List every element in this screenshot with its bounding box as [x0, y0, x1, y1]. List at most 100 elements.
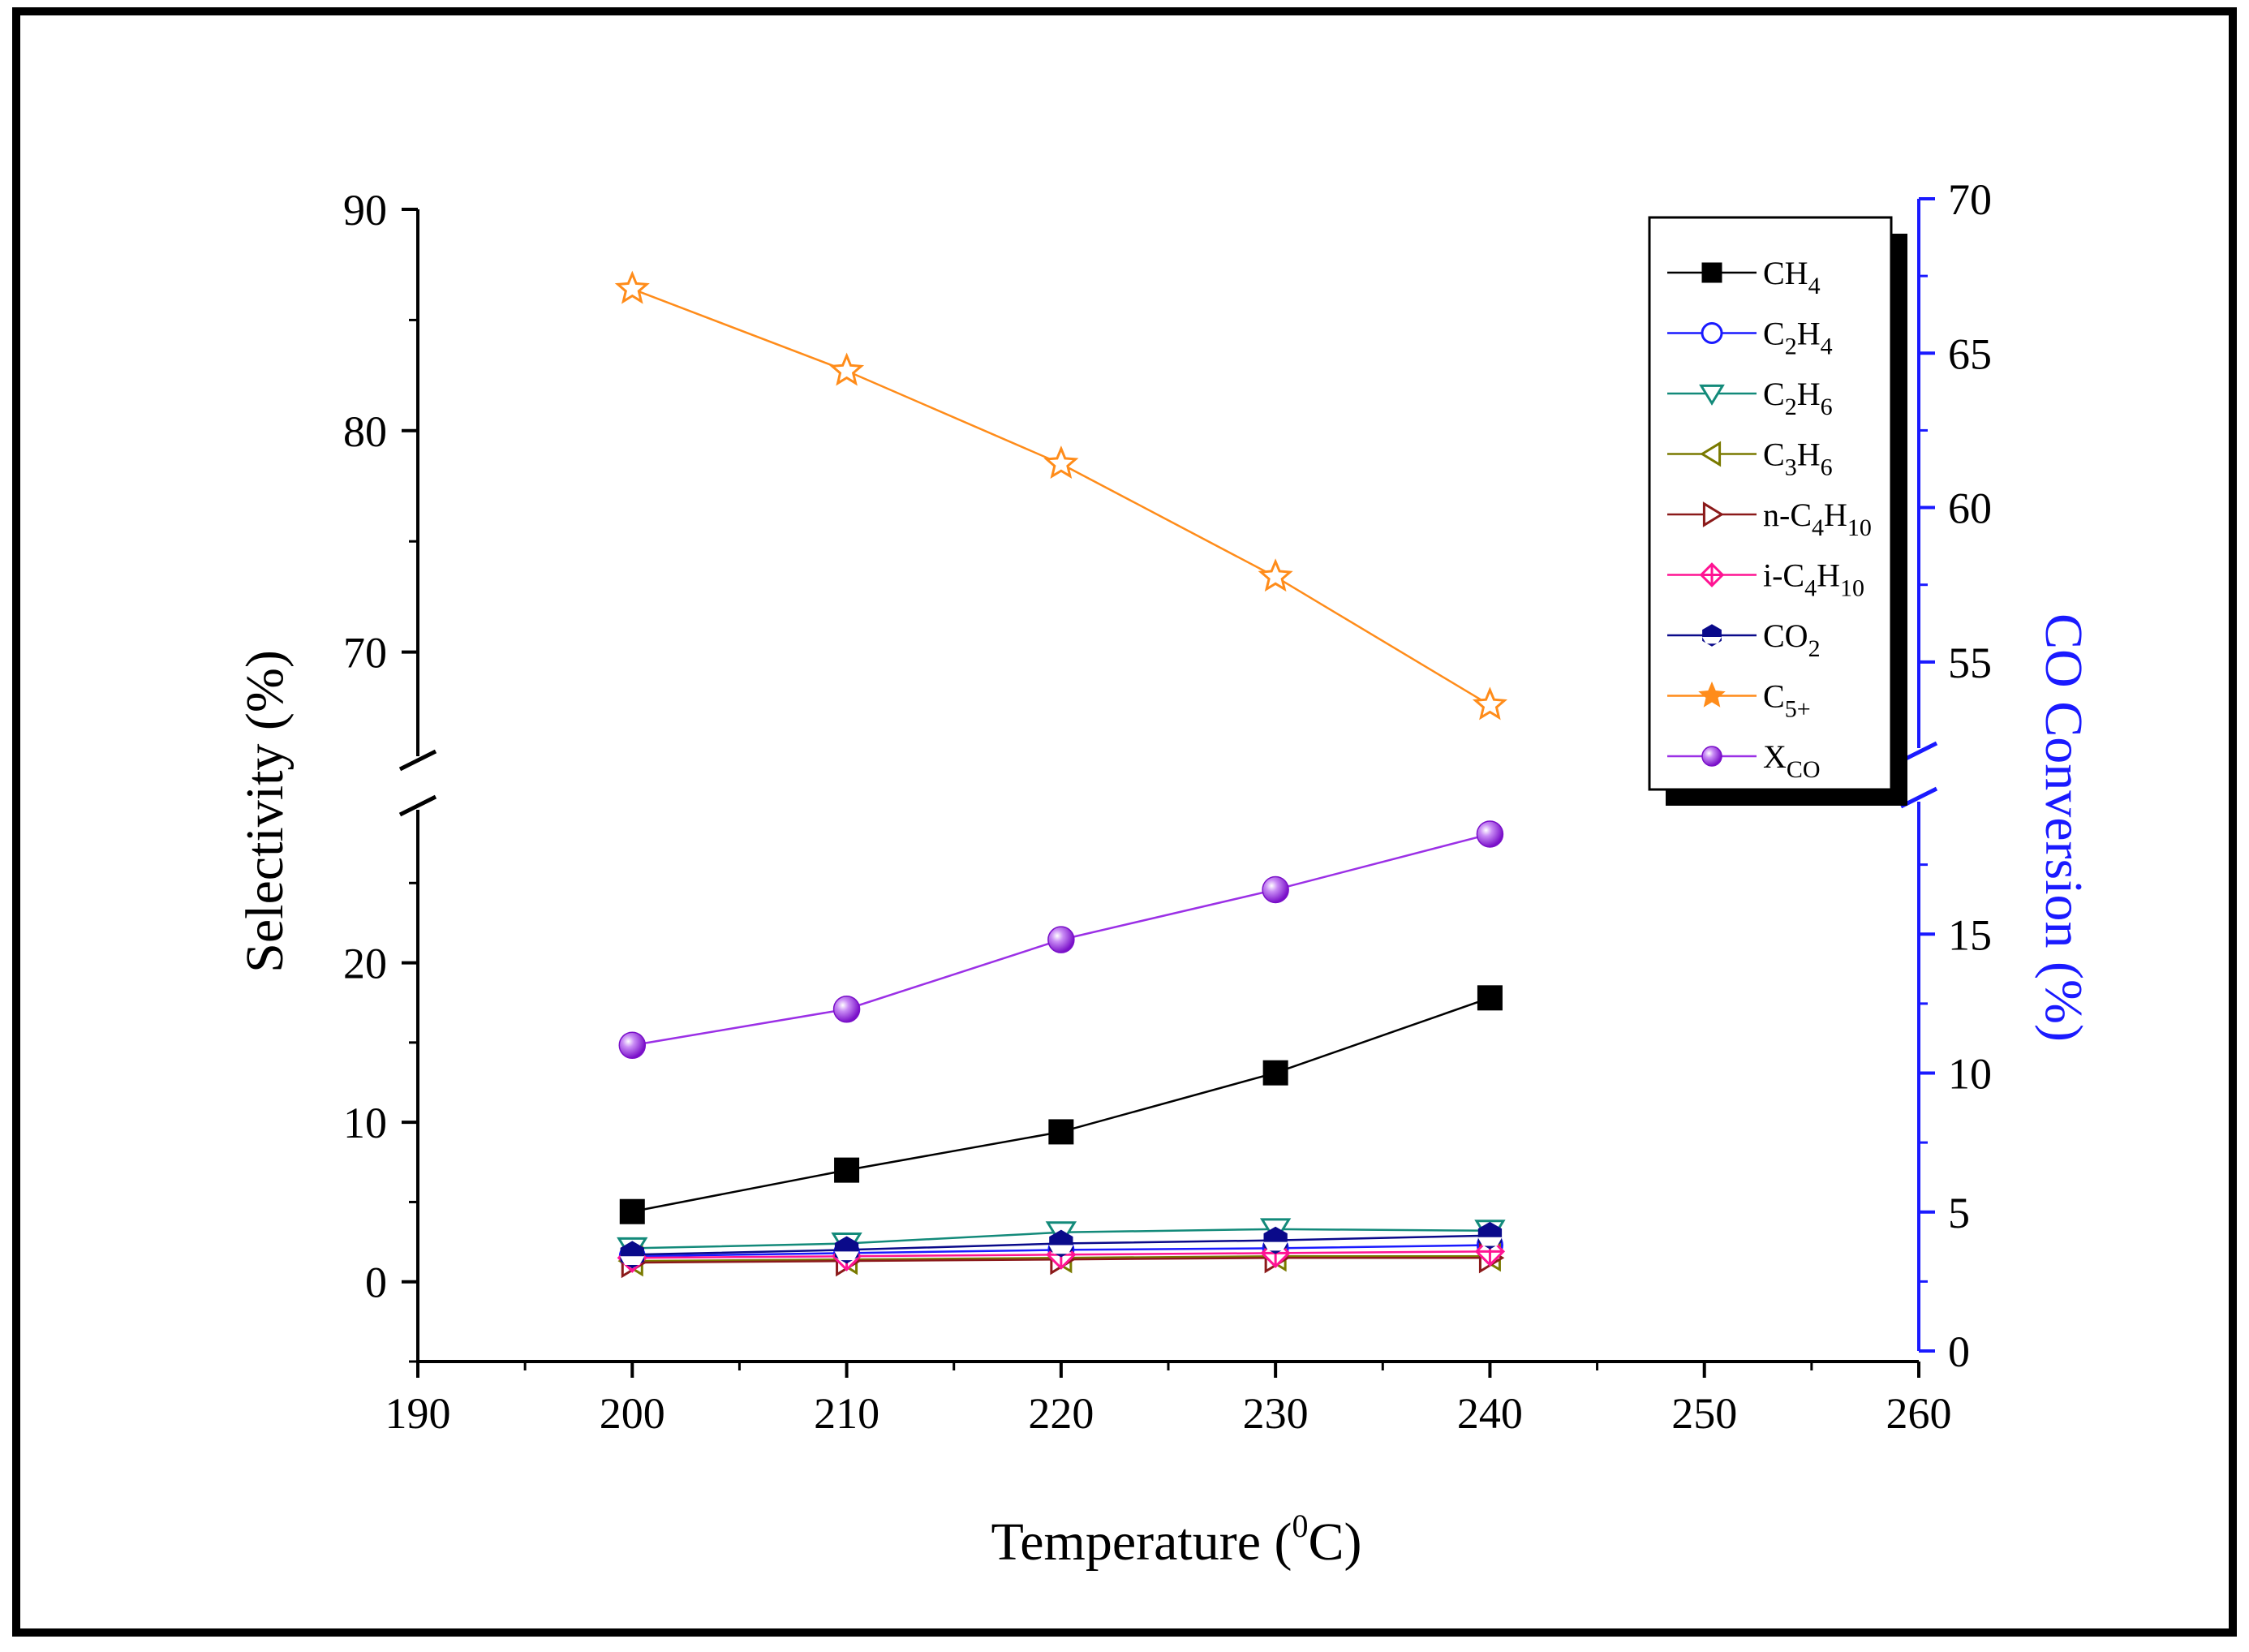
point-CO2-200-shape-hi [620, 1256, 645, 1266]
y2-tick-label-60: 60 [1948, 484, 1992, 533]
legend-box [1648, 216, 1893, 791]
legend-label-C5+: C5+ [1763, 678, 1811, 723]
y-tick-label-10: 10 [343, 1099, 387, 1147]
point-C5+-240-shape [1472, 686, 1507, 721]
legend-label-XCO: XCO [1763, 738, 1821, 783]
y2-tick-label-15: 15 [1948, 910, 1992, 959]
point-CH4-230 [1262, 1060, 1288, 1086]
y-axis-title: Selectivity (%) [235, 650, 295, 973]
legend-item-C5+: C5+ [1667, 678, 1811, 723]
legend: CH4 C2H4 C2H6 C3H6 n-C4H10 i-C4H10 CO2 C5+ XCO [1648, 216, 1907, 806]
y2-tick-label-65: 65 [1948, 329, 1992, 378]
legend-item-C2H4: C2H4 [1667, 316, 1833, 360]
legend-marker-i-C4H10 [1699, 562, 1725, 587]
y2-tick-label-0: 0 [1948, 1327, 1970, 1376]
legend-marker-CH4 [1701, 262, 1722, 283]
legend-label-CO2: CO2 [1763, 617, 1821, 662]
point-XCO-240-shape [1476, 820, 1504, 848]
legend-marker-C3H6-shape [1700, 441, 1722, 467]
y2-axis-title: CO Conversion (%) [2034, 613, 2093, 1042]
point-CH4-220 [1048, 1119, 1074, 1145]
legend-marker-XCO-shape [1701, 746, 1722, 767]
point-C5+-220-shape [1043, 445, 1079, 480]
legend-label-C2H4: C2H4 [1763, 316, 1833, 360]
series-line-CH4 [632, 996, 1490, 1213]
point-C5+-210 [829, 352, 865, 386]
point-XCO-240 [1476, 820, 1504, 848]
series-C5+ [614, 270, 1507, 721]
point-CH4-200-shape [619, 1198, 645, 1224]
y2-tick-label-55: 55 [1948, 639, 1992, 687]
point-CO2-210-shape-hi [834, 1251, 859, 1261]
x-axis-unit-sup: 0 [1292, 1508, 1309, 1544]
legend-label-n-C4H10: n-C4H10 [1763, 497, 1872, 541]
y-tick-label-0: 0 [365, 1258, 387, 1307]
point-CH4-230-shape [1262, 1060, 1288, 1086]
point-XCO-200-shape [618, 1031, 647, 1059]
x-tick-label-220: 220 [1028, 1389, 1094, 1438]
x-tick-label-260: 260 [1886, 1389, 1952, 1438]
point-CO2-240-shape-hi [1477, 1237, 1503, 1246]
point-XCO-220-shape [1047, 926, 1075, 953]
point-XCO-230-shape [1262, 875, 1289, 904]
legend-marker-n-C4H10-shape [1702, 501, 1724, 527]
point-CO2-210 [834, 1236, 859, 1264]
x-axis-unit-open: ( [1275, 1512, 1292, 1572]
x-tick-label-210: 210 [814, 1389, 879, 1438]
legend-item-CH4: CH4 [1667, 255, 1821, 299]
x-axis-title-text: Temperature [991, 1512, 1262, 1572]
legend-marker-C3H6 [1700, 441, 1722, 467]
x-tick-label-190: 190 [385, 1389, 451, 1438]
legend-marker-CO2 [1702, 624, 1722, 647]
x-tick-label-230: 230 [1243, 1389, 1309, 1438]
x-tick-label-240: 240 [1457, 1389, 1523, 1438]
legend-item-C3H6: C3H6 [1667, 437, 1833, 481]
point-C5+-240 [1472, 686, 1507, 721]
y-tick-label-80: 80 [343, 407, 387, 456]
point-CH4-210 [834, 1157, 860, 1183]
y-tick-label-90: 90 [343, 186, 387, 234]
point-XCO-200 [618, 1031, 647, 1059]
series-line-C5+ [631, 288, 1491, 707]
legend-label-CH4: CH4 [1763, 255, 1821, 299]
legend-marker-i-C4H10-shape [1699, 562, 1725, 587]
point-CO2-200 [620, 1241, 645, 1269]
y-axis-break-mark-2 [398, 794, 437, 817]
legend-marker-CH4-shape [1701, 262, 1722, 283]
x-axis-unit-close: C) [1309, 1512, 1362, 1572]
legend-marker-C2H6 [1699, 384, 1725, 406]
y2-tick-label-70: 70 [1948, 175, 1992, 224]
y-tick-label-70: 70 [343, 629, 387, 678]
legend-item-XCO: XCO [1667, 738, 1821, 783]
legend-item-n-C4H10: n-C4H10 [1667, 497, 1872, 541]
series-CH4 [619, 985, 1503, 1224]
legend-label-i-C4H10: i-C4H10 [1763, 557, 1864, 602]
point-CH4-210-shape [834, 1157, 860, 1183]
x-axis-title: Temperature (0C) [991, 1508, 1362, 1572]
legend-marker-C5+ [1698, 681, 1726, 708]
point-C5+-200 [614, 270, 650, 304]
point-XCO-210-shape [832, 995, 861, 1023]
point-C5+-220 [1043, 445, 1079, 480]
plot-area: 190 200 210 220 230 240 250 260 0 10 20 70 80 90 0 5 10 1… [343, 175, 1992, 1438]
point-CH4-240 [1477, 985, 1503, 1011]
point-C5+-230-shape [1258, 558, 1293, 592]
legend-item-i-C4H10: i-C4H10 [1667, 557, 1864, 602]
legend-marker-n-C4H10 [1702, 501, 1724, 527]
legend-label-C3H6: C3H6 [1763, 437, 1833, 481]
outer-frame [12, 7, 2237, 1637]
point-C5+-230 [1258, 558, 1293, 592]
series-layer [614, 270, 1507, 1279]
point-XCO-230 [1262, 875, 1289, 904]
series-XCO [618, 820, 1504, 1059]
y2-tick-label-10: 10 [1948, 1050, 1992, 1099]
legend-item-C2H6: C2H6 [1667, 376, 1833, 420]
legend-label-C2H6: C2H6 [1763, 376, 1833, 420]
legend-marker-XCO [1701, 746, 1722, 767]
y-tick-label-20: 20 [343, 940, 387, 988]
x-tick-label-250: 250 [1671, 1389, 1737, 1438]
point-CO2-230-shape-hi [1263, 1241, 1288, 1251]
point-CH4-220-shape [1048, 1119, 1074, 1145]
y2-tick-label-5: 5 [1948, 1189, 1970, 1237]
